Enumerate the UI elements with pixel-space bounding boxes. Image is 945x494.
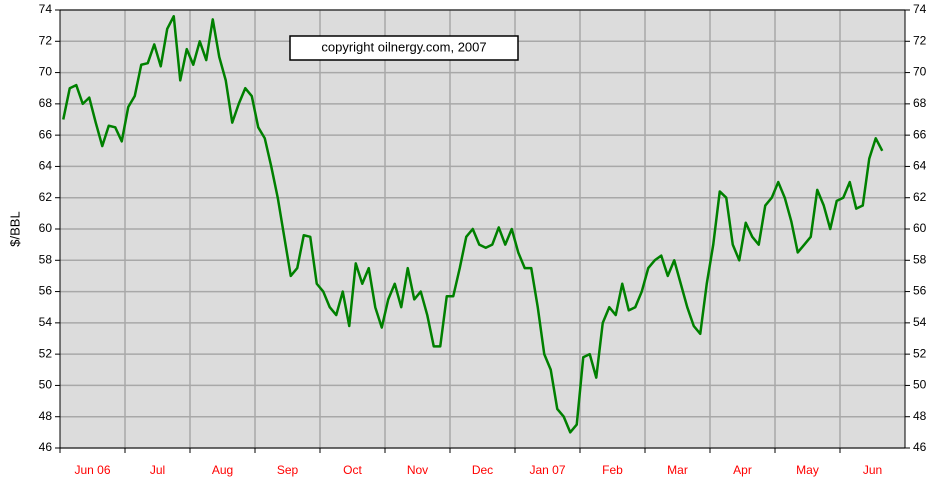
annotation-box: [289, 35, 519, 61]
x-tick-label: Aug: [212, 463, 233, 477]
y-tick-label: 64: [39, 159, 53, 173]
y-tick-label: 54: [39, 315, 53, 329]
x-tick-label: Dec: [472, 463, 493, 477]
y-tick-label: 72: [39, 33, 53, 47]
y2-tick-label: 48: [913, 409, 927, 423]
annotation: copyright oilnergy.com, 2007: [321, 39, 486, 54]
y-tick-label: 62: [39, 190, 53, 204]
y2-tick-label: 52: [913, 346, 927, 360]
y-tick-label: 56: [39, 284, 53, 298]
y2-tick-label: 68: [913, 96, 927, 110]
x-tick-label: May: [796, 463, 819, 477]
y-tick-label: 52: [39, 346, 53, 360]
y-tick-label: 50: [39, 378, 53, 392]
y-tick-label: 74: [39, 2, 53, 16]
price-line: [62, 15, 884, 434]
y-tick-label: 60: [39, 221, 53, 235]
y-tick-label: 66: [39, 127, 53, 141]
y2-tick-label: 66: [913, 127, 927, 141]
x-tick-label: Feb: [602, 463, 623, 477]
x-tick-label: Jan 07: [529, 463, 565, 477]
y2-tick-label: 50: [913, 378, 927, 392]
y2-tick-label: 46: [913, 440, 927, 454]
y2-tick-label: 56: [913, 284, 927, 298]
x-tick-label: Oct: [343, 463, 362, 477]
y2-tick-label: 72: [913, 33, 927, 47]
y-tick-label: 70: [39, 65, 53, 79]
x-tick-label: Nov: [407, 463, 428, 477]
x-tick-label: Jun: [863, 463, 882, 477]
y2-tick-label: 54: [913, 315, 927, 329]
y-axis-label: $/BBL: [7, 211, 22, 246]
y-tick-label: 68: [39, 96, 53, 110]
y2-tick-label: 62: [913, 190, 927, 204]
x-tick-label: Apr: [733, 463, 752, 477]
y-tick-label: 46: [39, 440, 53, 454]
y2-tick-label: 64: [913, 159, 927, 173]
y2-tick-label: 60: [913, 221, 927, 235]
y-tick-label: 58: [39, 252, 53, 266]
y2-tick-label: 74: [913, 2, 927, 16]
x-tick-label: Jun 06: [74, 463, 110, 477]
x-tick-label: Mar: [667, 463, 688, 477]
y2-tick-label: 70: [913, 65, 927, 79]
y-tick-label: 48: [39, 409, 53, 423]
x-tick-label: Sep: [277, 463, 299, 477]
x-tick-label: Jul: [150, 463, 165, 477]
y2-tick-label: 58: [913, 252, 927, 266]
